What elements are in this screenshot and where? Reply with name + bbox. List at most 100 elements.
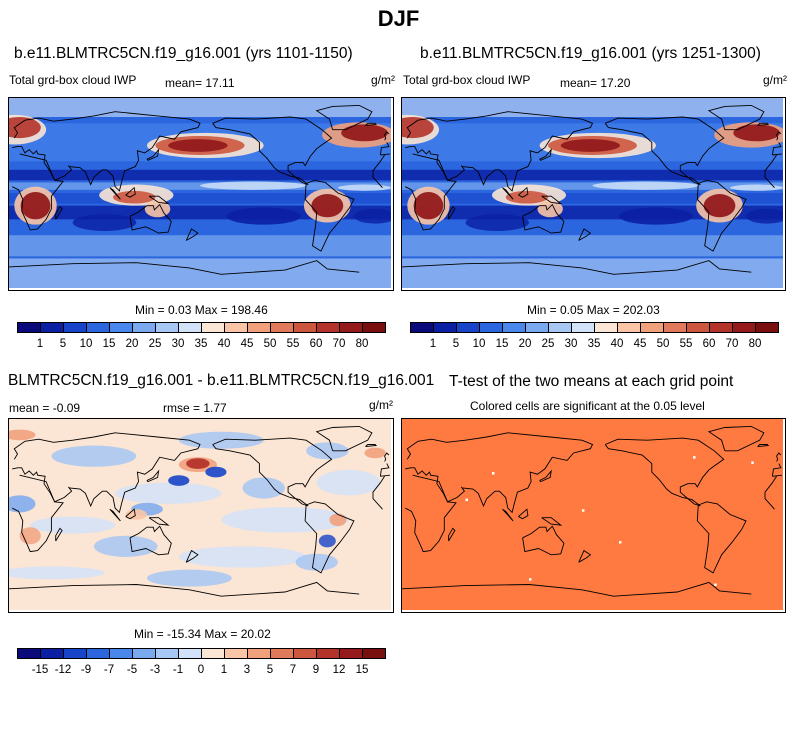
coastline <box>109 187 121 200</box>
colorbar-tick-label: 15 <box>102 338 116 350</box>
panel2-variable-label: Total grd-box cloud IWP <box>403 73 531 87</box>
colorbar-tick-label: 5 <box>266 664 274 676</box>
coastline <box>109 508 121 522</box>
coastline <box>707 104 765 131</box>
field-band <box>402 98 783 117</box>
colorbar-cell <box>755 322 779 333</box>
coastline <box>12 432 201 514</box>
field-blob <box>9 495 36 513</box>
coastline <box>696 179 747 252</box>
field-blob <box>221 507 349 533</box>
field-blob <box>560 139 621 152</box>
field-band <box>9 193 391 204</box>
coastline <box>148 517 170 526</box>
colorbar-cell <box>339 322 363 333</box>
colorbar-tick-label: 7 <box>289 664 297 676</box>
colorbar-cell <box>571 322 595 333</box>
colorbar-tick-label: 45 <box>240 338 254 350</box>
colorbar-tick-label: 50 <box>656 338 670 350</box>
colorbar-tick-label: -3 <box>149 664 161 676</box>
colorbar-cell <box>410 322 434 333</box>
coastline <box>402 260 752 275</box>
colorbar-cell <box>224 648 248 659</box>
field-band <box>402 193 783 204</box>
colorbar-cell <box>40 322 64 333</box>
colorbar-tick-label: 1 <box>220 664 228 676</box>
coastline <box>146 469 160 483</box>
colorbar-tick-label: 70 <box>725 338 739 350</box>
coastline <box>315 104 373 131</box>
colorbar-tick-label: 80 <box>355 338 369 350</box>
field-band <box>402 258 783 288</box>
panel2-colorbar: 1 5 10 15 20 25 30 35 40 45 50 55 60 70 80 <box>410 322 779 352</box>
colorbar-tick-label: 25 <box>148 338 162 350</box>
coastline <box>365 444 378 448</box>
panel1-colorbar: 1 5 10 15 20 25 30 35 40 45 50 55 60 70 80 <box>17 322 386 352</box>
colorbar-cell <box>17 322 41 333</box>
coastline <box>402 581 752 597</box>
field-band <box>9 258 391 288</box>
colorbar-cell <box>178 322 202 333</box>
colorbar-cell <box>178 648 202 659</box>
coastline <box>541 517 563 526</box>
colorbar-tick-label: 20 <box>125 338 139 350</box>
map-canvas <box>402 419 783 610</box>
coastline <box>125 508 136 520</box>
colorbar-tick-label: 35 <box>194 338 208 350</box>
coastline <box>212 116 333 186</box>
field-blob <box>341 124 388 142</box>
field-blob <box>186 458 210 469</box>
coastline <box>776 452 782 462</box>
colorbar-tick-label: 55 <box>679 338 693 350</box>
coastline <box>772 474 782 477</box>
colorbar-cell <box>663 322 687 333</box>
coastline <box>757 444 770 448</box>
colorbar-tick-label: 0 <box>197 664 205 676</box>
panel1-units: g/m² <box>371 73 395 87</box>
field-blob <box>733 124 780 142</box>
colorbar-cell <box>224 322 248 333</box>
field-blob <box>9 566 105 580</box>
coastline <box>380 153 390 156</box>
colorbar-tick-label: 35 <box>587 338 601 350</box>
coastline <box>55 527 63 542</box>
coastline <box>148 195 170 205</box>
map-canvas <box>9 98 391 288</box>
colorbar-cell <box>40 648 64 659</box>
field-blob <box>51 445 137 467</box>
field-blob <box>537 200 563 218</box>
coastline <box>448 527 456 542</box>
colorbar-cell <box>63 322 87 333</box>
colorbar-cell <box>362 322 386 333</box>
field-blob <box>242 477 285 499</box>
colorbar-cell <box>270 648 294 659</box>
colorbar-tick-label: 15 <box>495 338 509 350</box>
coastline <box>764 476 777 510</box>
coastline <box>757 122 770 126</box>
field-blob <box>730 184 783 191</box>
coastline <box>304 501 355 574</box>
field-blob <box>295 553 338 571</box>
panel1-minmax: Min = 0.03 Max = 198.46 <box>135 303 268 317</box>
field-blob <box>311 194 344 218</box>
panel2-title: b.e11.BLMTRC5CN.f19_g16.001 (yrs 1251-13… <box>420 45 761 62</box>
colorbar-tick-label: -5 <box>126 664 138 676</box>
field-blob <box>168 139 228 152</box>
coastline <box>539 148 552 161</box>
coastline <box>696 501 747 574</box>
colorbar-cell <box>109 648 133 659</box>
coastline <box>405 153 457 231</box>
coastline <box>604 437 725 507</box>
panel2-units: g/m² <box>763 73 787 87</box>
colorbar-tick-label: 70 <box>332 338 346 350</box>
coastline <box>541 195 563 205</box>
coastline <box>12 153 64 231</box>
field-blob <box>146 569 232 587</box>
field-blob <box>178 546 307 568</box>
field-blob <box>226 207 301 225</box>
coastline <box>372 476 385 510</box>
field-band <box>402 169 783 181</box>
figure-title: DJF <box>377 6 420 31</box>
insignificant-cell <box>618 541 622 544</box>
colorbar-tick-label: 40 <box>610 338 624 350</box>
